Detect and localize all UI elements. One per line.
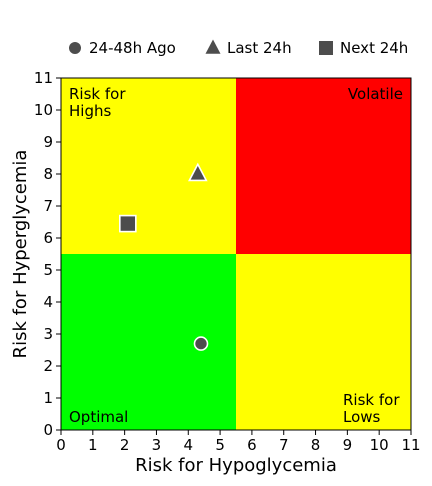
zone-label-volatile: Volatile <box>348 85 403 103</box>
y-tick-label: 6 <box>43 229 53 247</box>
x-axis: 0 1 2 3 4 5 6 7 8 9 10 11 <box>56 430 421 454</box>
legend-label: 24-48h Ago <box>89 39 176 57</box>
point-last-24h <box>187 162 208 182</box>
y-tick-label: 11 <box>34 69 53 87</box>
y-tick-label: 10 <box>34 101 53 119</box>
x-tick-label: 10 <box>370 436 389 454</box>
legend-circle-marker <box>69 42 81 54</box>
x-tick-label: 0 <box>56 436 66 454</box>
zone-highs <box>61 78 236 254</box>
y-tick-label: 1 <box>43 389 53 407</box>
y-tick-label: 8 <box>43 165 53 183</box>
x-axis-title: Risk for Hypoglycemia <box>135 455 337 476</box>
legend-triangle-marker <box>205 39 221 54</box>
legend-label: Last 24h <box>227 39 292 57</box>
legend: 24-48h Ago Last 24h Next 24h <box>69 39 408 57</box>
x-tick-label: 9 <box>343 436 353 454</box>
plot-frame <box>60 77 412 431</box>
x-tick-label: 1 <box>88 436 98 454</box>
x-tick-label: 7 <box>279 436 289 454</box>
zone-optimal <box>61 254 236 430</box>
point-next-24h <box>119 214 137 233</box>
y-axis-title: Risk for Hyperglycemia <box>10 150 31 359</box>
x-tick-label: 5 <box>215 436 225 454</box>
y-tick-label: 0 <box>43 421 53 439</box>
y-axis: 0 1 2 3 4 5 6 7 8 9 10 11 <box>34 69 61 439</box>
x-tick-label: 2 <box>120 436 130 454</box>
zone-label-lows: Risk for Lows <box>343 391 400 426</box>
legend-square-marker <box>319 41 333 55</box>
x-tick-label: 3 <box>152 436 162 454</box>
y-tick-label: 5 <box>43 261 53 279</box>
y-tick-label: 3 <box>43 325 53 343</box>
legend-label: Next 24h <box>340 39 408 57</box>
y-tick-label: 2 <box>43 357 53 375</box>
plot-area: Optimal Risk for Highs Risk for Lows Volatile <box>60 77 412 431</box>
zone-lows <box>236 254 411 430</box>
zone-label-highs: Risk for Highs <box>69 85 126 120</box>
x-tick-label: 11 <box>401 436 420 454</box>
y-tick-label: 9 <box>43 133 53 151</box>
x-tick-label: 4 <box>183 436 193 454</box>
point-24-48h-ago <box>193 336 209 351</box>
zone-volatile <box>236 78 411 254</box>
x-tick-label: 8 <box>311 436 321 454</box>
y-tick-label: 7 <box>43 197 53 215</box>
y-tick-label: 4 <box>43 293 53 311</box>
x-tick-label: 6 <box>247 436 257 454</box>
zone-label-optimal: Optimal <box>69 408 128 426</box>
